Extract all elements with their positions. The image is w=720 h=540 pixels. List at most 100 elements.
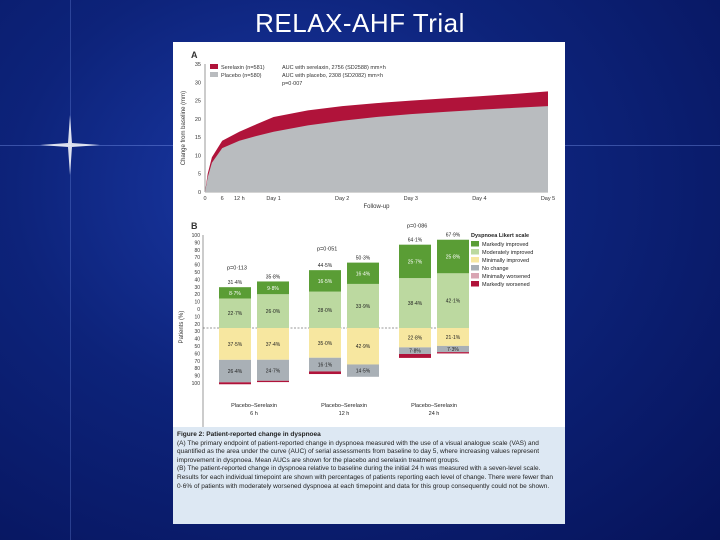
y-tick-label: 40 xyxy=(194,277,200,283)
chart-b: B100908070605040302010010203040506070809… xyxy=(179,221,533,427)
legend-label: Minimally worsened xyxy=(482,274,530,280)
legend-swatch xyxy=(471,281,479,287)
bar-segment-moderately-improved xyxy=(399,278,431,328)
x-tick-label: Day 2 xyxy=(335,196,349,202)
x-tick-label: Day 1 xyxy=(266,196,280,202)
data-label: 25·8% xyxy=(446,255,461,261)
bar-segment-worsened xyxy=(399,354,431,358)
bar-total-label: 50·3% xyxy=(356,256,371,262)
y-tick-label: 15 xyxy=(195,135,201,141)
y-tick-label: 50 xyxy=(194,344,200,350)
data-label: 25·7% xyxy=(408,259,423,265)
legend-swatch xyxy=(471,249,479,255)
y-tick-label: 40 xyxy=(194,337,200,343)
data-label: 9·8% xyxy=(267,286,279,292)
y-tick-label: 80 xyxy=(194,366,200,372)
data-label: 26·0% xyxy=(266,309,281,315)
data-label: 16·4% xyxy=(356,271,371,277)
y-tick-label: 10 xyxy=(194,314,200,320)
bar-segment-worsened xyxy=(309,371,341,375)
data-label: 38·4% xyxy=(408,301,423,307)
x-tick-label: Day 3 xyxy=(404,196,418,202)
y-tick-label: 60 xyxy=(194,351,200,357)
x-axis-label: Follow-up xyxy=(363,204,390,210)
bar-segment-markedly-improved xyxy=(437,239,469,274)
y-tick-label: 0 xyxy=(198,190,201,196)
bar-total-label: 31·4% xyxy=(228,280,243,286)
y-tick-label: 10 xyxy=(195,153,201,159)
group-category-label: Placebo–Serelaxin xyxy=(231,403,277,409)
legend-swatch xyxy=(471,273,479,279)
data-label: 8·7% xyxy=(229,291,241,297)
y-tick-label: 0 xyxy=(197,307,200,313)
data-label: 37·4% xyxy=(266,342,281,348)
data-label: 26·4% xyxy=(228,369,243,375)
bar-segment-moderately-improved xyxy=(219,298,251,328)
y-tick-label: 20 xyxy=(194,292,200,298)
bar-segment-minimally-improved xyxy=(309,328,341,358)
data-label: 42·1% xyxy=(446,299,461,305)
bar-segment-markedly-improved xyxy=(309,270,341,292)
data-label: 16·5% xyxy=(318,279,333,285)
figure-panel: A 0 5 10 15 20 25 30 35 0 6 12 h Day 1 Day 2 Day 3 Day … xyxy=(173,42,565,524)
y-axis-label: Change from baseline (mm) xyxy=(181,91,187,165)
y-tick-label: 10 xyxy=(194,300,200,306)
y-tick-label: 100 xyxy=(192,233,201,239)
panel-label: B xyxy=(191,221,198,231)
data-label: 28·0% xyxy=(318,308,333,314)
bar-segment-worsened xyxy=(437,352,469,354)
y-tick-label: 5 xyxy=(198,172,201,178)
legend-swatch xyxy=(471,265,479,271)
bar-segment-no-change xyxy=(257,359,289,381)
legend-label: Placebo (n=580) xyxy=(221,73,262,79)
bar-segment-minimally-improved xyxy=(257,328,289,360)
data-label: 37·5% xyxy=(228,342,243,348)
y-tick-label: 80 xyxy=(194,248,200,254)
data-label: 14·5% xyxy=(356,369,371,375)
y-tick-label: 20 xyxy=(194,322,200,328)
legend-label: Moderately improved xyxy=(482,250,533,256)
figure-caption: Figure 2: Patient-reported change in dys… xyxy=(173,427,565,524)
x-tick-label: Day 4 xyxy=(472,196,486,202)
y-tick-label: 90 xyxy=(194,374,200,380)
bar-total-label: 44·5% xyxy=(318,263,333,269)
group-time-label: 6 h xyxy=(250,411,258,417)
legend-swatch xyxy=(210,72,218,77)
group-category-label: Placebo–Serelaxin xyxy=(411,403,457,409)
group-time-label: 12 h xyxy=(339,411,350,417)
legend-swatch xyxy=(471,257,479,263)
bar-segment-moderately-improved xyxy=(309,291,341,328)
bar-segment-no-change xyxy=(309,357,341,372)
caption-title: Figure 2: Patient-reported change in dys… xyxy=(177,431,321,438)
data-label: 42·9% xyxy=(356,344,371,350)
bar-segment-markedly-improved xyxy=(347,262,379,284)
data-label: 33·9% xyxy=(356,304,371,310)
legend-label: No change xyxy=(482,266,509,272)
bar-segment-no-change xyxy=(399,347,431,355)
group-time-label: 24 h xyxy=(429,411,440,417)
y-tick-label: 25 xyxy=(195,99,201,105)
group-p-value: p=0·086 xyxy=(407,224,427,230)
data-label: 16·1% xyxy=(318,363,333,369)
y-tick-label: 100 xyxy=(192,381,201,387)
x-tick-label: 6 xyxy=(221,196,224,202)
data-label: 24·7% xyxy=(266,368,281,374)
y-tick-label: 30 xyxy=(195,80,201,86)
slide-title: RELAX-AHF Trial xyxy=(255,8,465,38)
bar-segment-no-change xyxy=(437,345,469,353)
data-label: 22·8% xyxy=(408,336,423,342)
bar-segment-markedly-improved xyxy=(257,281,289,295)
bar-segment-minimally-improved xyxy=(399,328,431,348)
bar-segment-markedly-improved xyxy=(399,244,431,279)
data-label: 35·0% xyxy=(318,341,333,347)
y-tick-label: 30 xyxy=(194,329,200,335)
y-tick-label: 70 xyxy=(194,359,200,365)
bar-segment-no-change xyxy=(219,359,251,383)
decorative-vertical-line xyxy=(70,0,71,540)
data-label: 21·1% xyxy=(446,335,461,341)
y-tick-label: 70 xyxy=(194,255,200,261)
data-label: 7·8% xyxy=(409,349,421,355)
x-tick-label: Day 5 xyxy=(541,196,555,202)
chart-a: A 0 5 10 15 20 25 30 35 0 6 12 h Day 1 Day 2 Day 3 Day … xyxy=(181,50,555,210)
legend-stat: AUC with placebo, 2308 (SD2082) mm×h xyxy=(282,73,383,79)
